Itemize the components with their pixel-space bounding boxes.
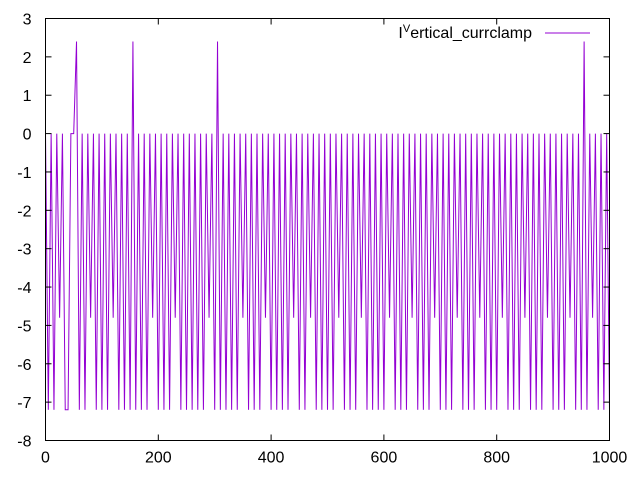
x-tick-label: 0 [41,450,50,467]
x-tick-label: 200 [145,450,172,467]
y-tick-label: -5 [17,318,31,335]
plot-border [45,18,610,441]
axis-ticks: 0 200 400 600 800 1000 3 2 1 0 -1 -2 -3 -4 -5 -6 -7 -8 [17,12,627,467]
x-tick-label: 400 [258,450,285,467]
series-line [45,41,610,411]
y-tick-label: -2 [17,203,31,220]
y-tick-label: -8 [17,434,31,451]
data-layer [45,41,610,411]
legend: IVertical_currclamp [398,23,590,42]
y-tick-label: -1 [17,165,31,182]
y-tick-label: -3 [17,242,31,259]
y-tick-label: 1 [23,88,32,105]
y-tick-label: 0 [23,127,32,144]
x-tick-label: 1000 [592,450,628,467]
y-tick-label: 2 [23,50,32,67]
y-tick-label: 3 [23,12,32,29]
y-tick-label: -7 [17,395,31,412]
y-tick-label: -6 [17,357,31,374]
x-tick-label: 800 [483,450,510,467]
x-tick-label: 600 [371,450,398,467]
legend-label: IVertical_currclamp [398,23,532,42]
y-tick-label: -4 [17,280,31,297]
